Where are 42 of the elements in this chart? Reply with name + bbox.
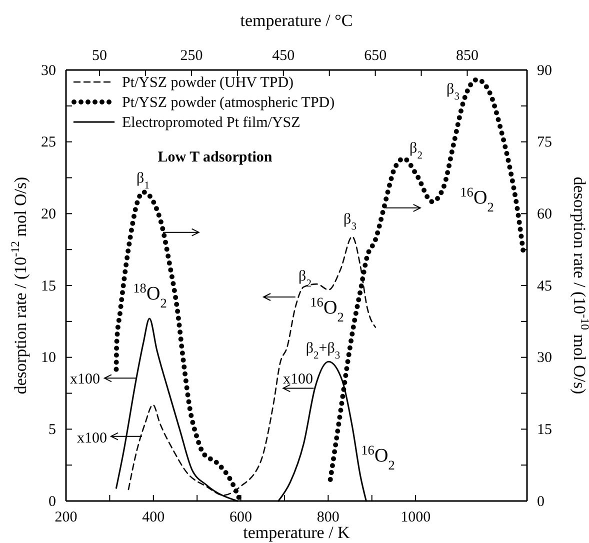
y-tick-label: 25 [41,134,56,151]
annotation: β$_{3}$ [446,81,460,102]
legend-label: Pt/YSZ powder (atmospheric TPD) [122,95,335,111]
y-tick-label: 15 [41,278,56,294]
annotation: x100 [77,430,107,446]
x2-tick-label: 450 [272,48,295,64]
x-tick-label: 800 [316,510,340,526]
annotation: $^{18}$O$_{2}$ [133,280,167,310]
y2-tick-label: 30 [537,350,552,366]
x-tick-label: 1000 [400,510,431,526]
y-tick-label: 30 [41,62,56,79]
y2-tick-label: 75 [537,134,552,151]
y-tick-label: 10 [41,350,56,366]
x-tick-label: 400 [142,510,165,526]
x-axis-title: temperature / K [243,523,351,542]
x2-axis-title: temperature / °C [240,11,353,30]
y2-tick-label: 0 [537,494,544,510]
legend-label: Electropromoted Pt film/YSZ [122,115,300,131]
x-tick-label: 600 [230,510,252,526]
annotation: Low T adsorption [158,149,273,166]
annotation: x100 [283,371,313,388]
y-tick-label: 0 [48,494,56,510]
annotation: $^{16}$O$_{2}$ [460,184,494,214]
y-tick-label: 20 [41,206,56,222]
annotation: $^{16}$O$_{2}$ [361,442,395,472]
x2-tick-label: 250 [180,48,203,64]
y2-tick-label: 60 [537,206,552,222]
y2-tick-label: 15 [537,422,552,438]
annotation: β$_{2}$ [410,140,422,161]
x-tick-label: 200 [54,510,78,526]
x2-tick-label: 650 [364,48,387,64]
y2-tick-label: 45 [537,278,552,294]
annotation: β$_{3}$ [344,211,356,232]
legend-label: Pt/YSZ powder (UHV TPD) [122,75,294,91]
y-tick-label: 5 [48,422,56,438]
y2-tick-label: 90 [537,62,552,79]
x2-tick-label: 850 [456,48,478,64]
annotation: x100 [70,371,100,388]
annotation: $^{16}$O$_{2}$ [310,294,344,324]
annotation: β$_{1}$ [136,170,150,191]
x2-tick-label: 50 [92,48,108,64]
annotation: β$_{2}$+β$_{3}$ [306,340,340,361]
